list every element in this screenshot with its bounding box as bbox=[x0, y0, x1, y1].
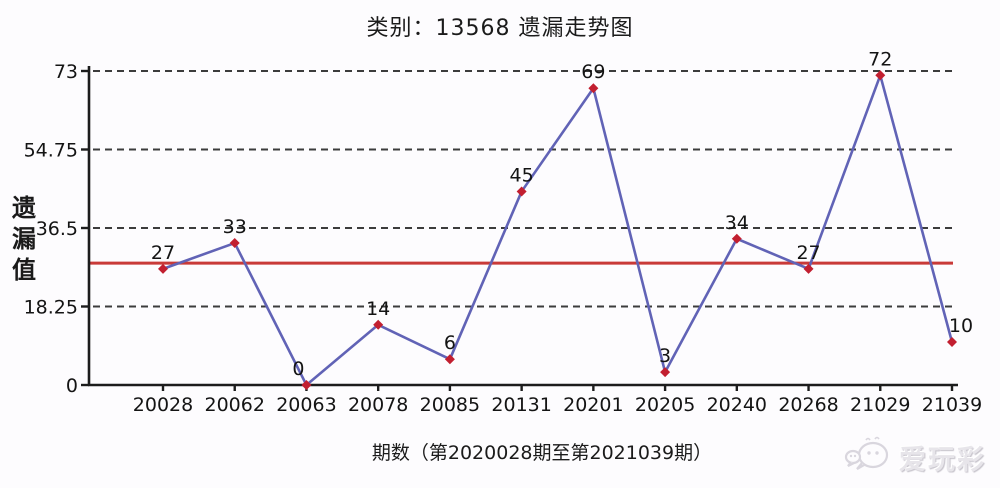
y-tick-label: 36.5 bbox=[36, 218, 78, 240]
x-axis-title: 期数（第2020028期至第2021039期） bbox=[371, 442, 713, 464]
y-axis-title-char: 值 bbox=[12, 256, 36, 284]
x-tick-label: 20062 bbox=[205, 394, 265, 416]
series-line bbox=[162, 74, 954, 387]
watermark: 爱玩彩 bbox=[844, 436, 986, 478]
data-point-marker bbox=[731, 233, 742, 244]
y-axis-title-char: 漏 bbox=[12, 225, 36, 253]
watermark-brand-text: 爱玩彩 bbox=[899, 444, 986, 476]
y-tick-label: 73 bbox=[54, 61, 78, 83]
data-label: 14 bbox=[366, 298, 390, 320]
data-label: 0 bbox=[292, 358, 304, 380]
data-point-marker bbox=[947, 336, 957, 347]
x-tick-label: 20028 bbox=[133, 394, 193, 416]
x-tick-label: 20240 bbox=[707, 394, 767, 416]
x-tick-label: 20131 bbox=[491, 394, 551, 416]
data-point-marker bbox=[229, 238, 240, 249]
y-tick-label: 0 bbox=[66, 375, 78, 397]
data-label: 10 bbox=[949, 315, 973, 337]
data-label: 27 bbox=[151, 242, 175, 264]
data-label: 34 bbox=[725, 212, 749, 234]
x-tick-label: 20201 bbox=[563, 394, 623, 416]
x-tick-label: 20085 bbox=[420, 394, 480, 416]
data-point-marker bbox=[158, 263, 168, 274]
wechat-icon bbox=[844, 436, 889, 470]
y-tick-label: 18.25 bbox=[24, 297, 78, 319]
data-point-marker bbox=[516, 186, 527, 197]
y-axis-title: 遗漏值 bbox=[9, 193, 39, 286]
y-tick-label: 54.75 bbox=[24, 140, 78, 162]
data-point-marker bbox=[803, 263, 814, 274]
y-axis-title-char: 遗 bbox=[12, 194, 36, 222]
data-label: 27 bbox=[796, 242, 820, 264]
data-point-marker bbox=[373, 319, 384, 330]
data-point-marker bbox=[444, 354, 455, 365]
data-label: 6 bbox=[444, 332, 456, 354]
x-tick-label: 20205 bbox=[635, 394, 695, 416]
chart-title: 类别：13568 遗漏走势图 bbox=[366, 16, 634, 41]
x-tick-label: 21039 bbox=[922, 394, 982, 416]
x-tick-label: 21029 bbox=[850, 394, 910, 416]
data-point-marker bbox=[875, 70, 886, 81]
x-tick-label: 20078 bbox=[348, 394, 408, 416]
data-label: 69 bbox=[581, 61, 605, 83]
data-point-marker bbox=[301, 380, 312, 390]
data-label: 45 bbox=[510, 164, 534, 186]
x-tick-label: 20063 bbox=[276, 394, 336, 416]
x-tick-label: 20268 bbox=[778, 394, 838, 416]
data-label: 3 bbox=[659, 345, 671, 367]
data-label: 33 bbox=[223, 216, 247, 238]
data-point-marker bbox=[660, 367, 671, 378]
data-point-marker bbox=[588, 83, 599, 94]
data-label: 72 bbox=[868, 48, 892, 70]
